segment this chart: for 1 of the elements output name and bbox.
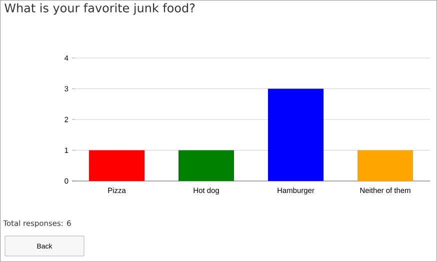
chart-title: What is your favorite junk food? xyxy=(4,3,195,15)
